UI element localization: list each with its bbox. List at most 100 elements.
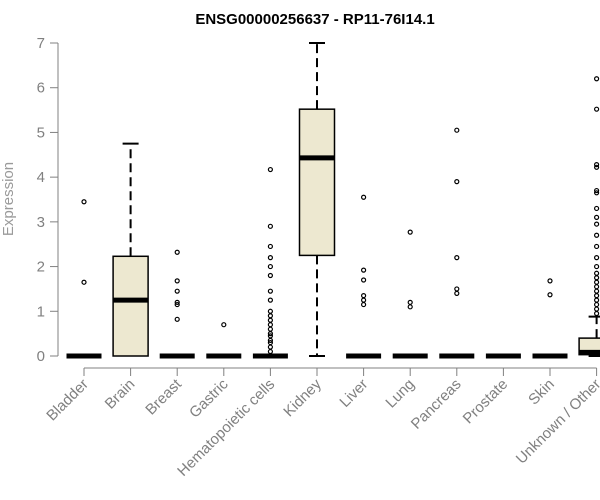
outlier-point — [547, 278, 553, 284]
outlier-point — [593, 205, 600, 212]
x-tick-label: Breast — [142, 375, 185, 418]
outlier-point — [267, 326, 273, 332]
outlier-point — [593, 293, 600, 299]
x-tick-label: Pancreas — [408, 376, 465, 433]
outlier-point — [174, 299, 180, 305]
outlier-point — [593, 310, 600, 317]
y-tick-label: 4 — [37, 169, 45, 186]
outlier-point — [593, 243, 600, 250]
outlier-point — [361, 194, 367, 200]
box-liver — [346, 194, 382, 359]
outlier-point — [81, 279, 87, 285]
outlier-point — [593, 301, 600, 308]
outlier-point — [593, 232, 600, 238]
x-tick-label: Kidney — [280, 375, 325, 420]
outlier-point — [593, 76, 600, 82]
x-tick-label: Unknown / Other — [513, 376, 600, 468]
outlier-point — [267, 317, 273, 323]
outlier-point — [593, 106, 600, 112]
outlier-point — [361, 267, 367, 273]
outlier-point — [267, 263, 273, 270]
outlier-point — [593, 187, 600, 194]
outlier-point — [593, 190, 600, 196]
box-gastric — [206, 322, 242, 359]
box-skin — [532, 278, 568, 359]
outlier-point — [593, 263, 600, 270]
outlier-point — [454, 179, 460, 185]
outlier-point — [267, 308, 273, 314]
y-tick-label: 0 — [37, 348, 45, 365]
outlier-point — [267, 272, 273, 279]
outlier-point — [593, 164, 600, 170]
y-tick-label: 2 — [37, 259, 45, 276]
box-breast — [159, 249, 195, 359]
chart-title: ENSG00000256637 - RP11-76I14.1 — [195, 11, 434, 28]
outlier-point — [81, 199, 87, 205]
y-tick-label: 5 — [37, 124, 45, 141]
outlier-point — [593, 284, 600, 290]
outlier-point — [593, 162, 600, 168]
y-tick-label: 1 — [37, 303, 45, 320]
x-tick-label: Gastric — [186, 375, 232, 421]
outlier-point — [267, 166, 273, 173]
x-tick-label: Lung — [382, 376, 418, 412]
outlier-point — [593, 297, 600, 303]
box-iqr — [112, 255, 149, 357]
outlier-point — [454, 290, 460, 296]
outlier-point — [361, 277, 367, 283]
x-tick-label: Brain — [102, 376, 139, 413]
outlier-point — [593, 270, 600, 276]
box-lung — [392, 229, 428, 359]
outlier-point — [174, 278, 180, 284]
outlier-point — [407, 229, 413, 235]
outlier-point — [361, 293, 367, 299]
outlier-point — [454, 286, 460, 292]
box-hematopoietic-cells — [252, 166, 288, 359]
outlier-point — [174, 316, 180, 322]
outlier-point — [267, 243, 273, 250]
box-pancreas — [439, 127, 475, 359]
outlier-point — [361, 301, 367, 308]
box-iqr — [298, 108, 336, 257]
outlier-point — [547, 292, 553, 298]
outlier-point — [267, 348, 273, 355]
box-unknown-other — [578, 76, 600, 357]
x-tick-label: Prostate — [460, 376, 512, 428]
outlier-point — [174, 288, 180, 294]
outlier-point — [593, 255, 600, 261]
x-tick-label: Bladder — [43, 376, 92, 425]
outlier-point — [407, 304, 413, 310]
outlier-point — [267, 322, 273, 328]
box-brain — [112, 142, 149, 357]
x-tick-label: Skin — [525, 376, 558, 409]
outlier-point — [593, 288, 600, 294]
outlier-point — [593, 275, 600, 281]
outlier-point — [593, 214, 600, 220]
y-tick-label: 3 — [37, 214, 45, 231]
outlier-point — [267, 313, 273, 319]
outlier-point — [593, 279, 600, 285]
y-axis-label: Expression — [0, 162, 17, 236]
outlier-point — [407, 299, 413, 305]
outlier-point — [267, 333, 273, 339]
outlier-point — [361, 297, 367, 303]
outlier-point — [593, 221, 600, 227]
outlier-point — [267, 344, 273, 350]
outlier-point — [267, 297, 273, 303]
y-tick-label: 6 — [37, 80, 45, 97]
plot-area — [66, 42, 600, 359]
outlier-point — [454, 255, 460, 261]
outlier-point — [267, 223, 273, 229]
box-kidney — [298, 42, 336, 357]
outlier-point — [454, 127, 460, 133]
outlier-point — [267, 255, 273, 261]
y-tick-label: 7 — [37, 35, 45, 52]
outlier-point — [174, 301, 180, 308]
outlier-point — [221, 322, 227, 328]
outlier-point — [267, 288, 273, 294]
outlier-point — [267, 339, 273, 346]
outlier-point — [593, 306, 600, 312]
box-bladder — [66, 199, 102, 359]
